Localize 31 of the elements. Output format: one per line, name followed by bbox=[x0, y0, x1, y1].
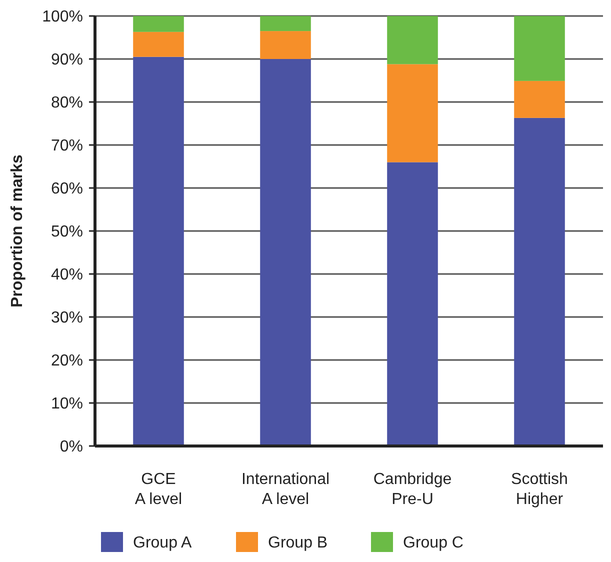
legend-label: Group A bbox=[133, 534, 192, 552]
y-tick-label: 50% bbox=[50, 224, 83, 241]
y-tick-label: 30% bbox=[50, 310, 83, 327]
bar bbox=[133, 16, 184, 32]
bar bbox=[387, 64, 438, 162]
bar bbox=[387, 16, 438, 64]
bar bbox=[260, 16, 311, 32]
bar bbox=[260, 59, 311, 446]
y-tick-label: 20% bbox=[50, 352, 83, 370]
x-tick-label: Scottish Higher bbox=[511, 471, 568, 508]
bar bbox=[514, 80, 565, 118]
y-tick-label: 70% bbox=[50, 138, 83, 155]
y-tick-label: 90% bbox=[50, 52, 83, 69]
y-tick-label: 0% bbox=[60, 438, 83, 456]
y-tick-label: 40% bbox=[50, 266, 83, 284]
legend-label: Group B bbox=[268, 534, 328, 552]
y-tick-label: 100% bbox=[42, 8, 83, 26]
bar bbox=[514, 118, 565, 446]
bar bbox=[133, 56, 184, 446]
bar bbox=[260, 31, 311, 59]
y-axis-title: Proportion of marks bbox=[9, 154, 26, 308]
x-tick-label: Cambridge Pre-U bbox=[373, 471, 452, 508]
y-tick-label: 10% bbox=[50, 396, 83, 413]
bar bbox=[387, 162, 438, 446]
bar bbox=[133, 32, 184, 57]
x-tick-label: GCE A level bbox=[134, 471, 182, 508]
bar bbox=[514, 16, 565, 81]
y-tick-label: 80% bbox=[50, 94, 83, 112]
x-tick-label: International A level bbox=[241, 471, 330, 508]
legend-label: Group C bbox=[403, 534, 464, 552]
y-tick-label: 60% bbox=[50, 180, 83, 198]
